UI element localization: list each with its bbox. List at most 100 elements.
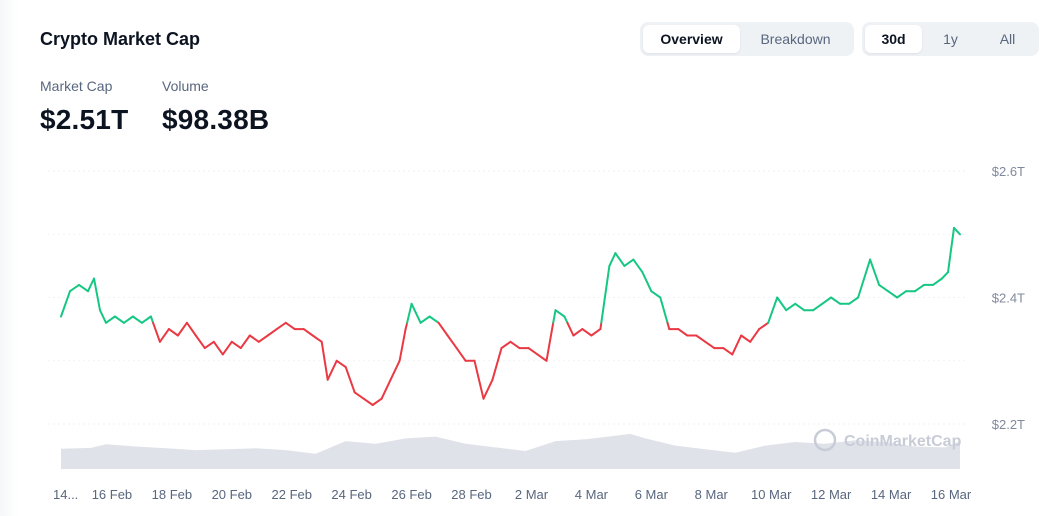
market-cap-line-segment [122,315,134,324]
market-cap-line-segment [536,353,548,362]
x-axis-tick-label: 10 Mar [751,487,792,502]
market-cap-line-segment [69,283,80,293]
market-cap-line-segment [749,328,761,343]
market-cap-line-segment [158,328,170,343]
market-cap-line-segment [632,258,644,274]
market-cap-line-segment [406,302,413,324]
market-cap-line-segment [614,252,626,267]
x-axis-tick-label: 14... [53,487,78,502]
market-cap-line-segment [320,340,329,381]
market-cap-label: Market Cap [40,78,113,94]
x-axis-tick-label: 24 Feb [331,487,371,502]
market-cap-line-segment [695,334,707,343]
market-cap-line-segment [275,321,287,331]
y-axis-tick-label: $2.6T [992,164,1025,179]
market-cap-line-segment [326,359,338,381]
view-switcher: Overview Breakdown [640,22,854,56]
market-cap-line-segment [857,258,872,299]
market-cap-line-segment [554,309,566,318]
market-cap-line-segment [552,309,557,324]
x-axis-tick-label: 2 Mar [515,487,549,502]
market-cap-line-segment [419,315,431,324]
market-cap-value: $2.51T [40,104,129,135]
market-cap-line-segment [362,397,374,406]
market-cap-line-segment [167,328,179,337]
tab-overview[interactable]: Overview [643,25,740,53]
market-cap-line-segment [887,290,899,299]
market-cap-line-segment [344,366,356,394]
market-cap-line-segment [398,328,407,362]
market-cap-line-segment [149,315,155,324]
market-cap-line-segment [87,277,95,293]
range-30d-button[interactable]: 30d [865,25,922,53]
market-cap-line-segment [767,296,779,324]
x-axis-tick-label: 8 Mar [695,487,729,502]
market-cap-line-segment [212,340,224,356]
market-cap-line-segment [284,321,296,331]
market-cap-line-segment [581,328,593,337]
market-cap-line-segment [482,378,494,400]
market-cap-line-segment [99,309,107,324]
x-axis-tick-label: 22 Feb [272,487,312,502]
market-cap-line-segment [371,397,383,406]
x-axis-tick-label: 20 Feb [212,487,252,502]
market-cap-line-segment [113,315,125,324]
market-cap-line-segment [623,258,635,267]
market-cap-line-segment [896,290,908,299]
range-all-button[interactable]: All [979,25,1036,53]
market-cap-line-segment [105,315,116,324]
market-cap-line-segment [545,321,555,362]
market-cap-line-segment [527,347,539,356]
market-cap-line-segment [830,296,842,305]
market-cap-line-segment [335,359,347,369]
volume-label: Volume [162,78,209,94]
market-cap-line-segment [455,347,467,362]
market-cap-line-segment [446,334,458,350]
market-cap-line-segment [758,321,770,331]
market-cap-line-segment [410,302,422,324]
market-cap-line-segment [311,334,323,343]
market-cap-line-segment [230,340,242,350]
market-cap-line-segment [248,334,260,343]
y-axis-tick-label: $2.4T [992,291,1025,306]
market-cap-line-segment [500,340,512,350]
market-cap-line-segment [812,302,824,312]
market-cap-line-segment [599,321,603,331]
market-cap-line-segment [203,340,215,350]
tab-breakdown[interactable]: Breakdown [740,25,851,53]
market-cap-line-segment [794,302,806,312]
x-axis-tick-label: 12 Mar [811,487,852,502]
market-cap-line-segment [380,378,392,400]
page-title: Crypto Market Cap [40,29,201,49]
market-cap-line-segment [131,315,143,324]
market-cap-line-segment [731,334,743,356]
market-cap-line-segment [194,334,206,350]
market-cap-line-segment [914,283,925,293]
market-cap-line-segment [353,391,365,400]
range-1y-button[interactable]: 1y [922,25,979,53]
market-cap-line-segment [947,226,955,274]
volume-area [61,433,960,469]
market-cap-line-segment [590,328,602,337]
market-cap-line-segment [821,296,833,305]
market-cap-line-segment [869,258,881,286]
market-cap-line-segment [608,252,617,267]
market-cap-line-segment [677,328,689,337]
market-cap-line-segment [785,302,797,312]
market-cap-line-segment [93,277,101,312]
market-cap-line-segment [600,264,611,324]
market-cap-line-segment [932,277,943,286]
card-edge [0,0,18,516]
y-axis-tick-label: $2.2T [992,417,1025,432]
market-cap-line-segment [848,296,860,305]
market-cap-line-segment [509,340,521,350]
x-axis-tick-label: 26 Feb [391,487,431,502]
x-axis-tick-label: 4 Mar [575,487,609,502]
market-cap-line-segment [566,321,575,337]
x-axis-tick-label: 18 Feb [152,487,192,502]
market-cap-line-segment [953,226,961,236]
market-cap-line-segment [176,321,188,337]
x-axis-tick-label: 28 Feb [451,487,491,502]
market-cap-line-segment [572,328,584,337]
